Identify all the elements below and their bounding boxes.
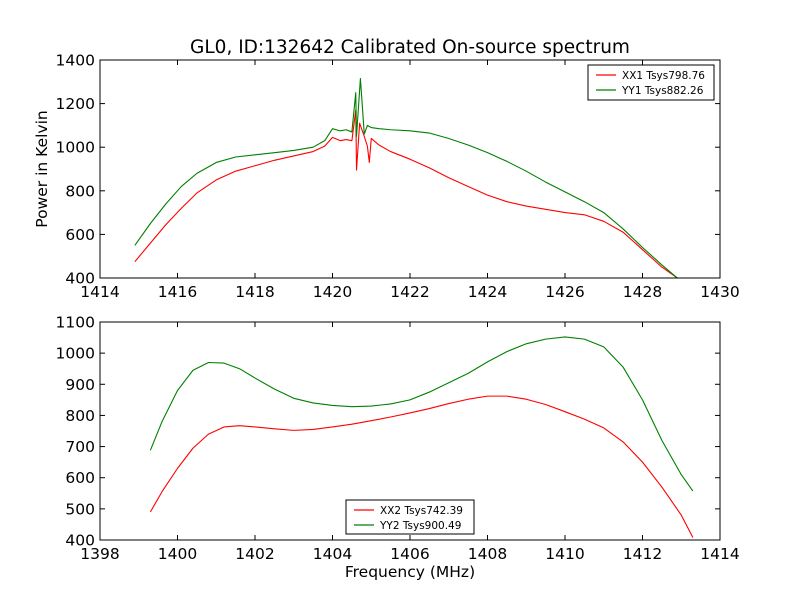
series-line-yy2	[149, 336, 694, 492]
bottom-panel: 1398 1400 1402 1404 1406 1408 1410 1412 1414 400 5…	[56, 314, 740, 582]
y-axis-label: Power in Kelvin	[33, 110, 51, 227]
y-tick-label: 600	[65, 226, 95, 244]
x-tick-label: 1430	[700, 283, 739, 301]
legend-entry: YY1 Tsys882.26	[621, 85, 704, 97]
y-tick-label: 900	[65, 376, 95, 394]
legend-entry: XX1 Tsys798.76	[622, 70, 705, 82]
y-tick-label: 1100	[56, 314, 95, 332]
y-tick-label: 400	[65, 532, 95, 550]
x-tick-label: 1420	[313, 283, 352, 301]
y-tick-label: 800	[65, 182, 95, 200]
legend-box	[345, 499, 475, 535]
y-tick-label: 600	[65, 469, 95, 487]
y-tick-label: 1000	[56, 345, 95, 363]
x-axis-label: Frequency (MHz)	[345, 563, 475, 581]
top-panel: 1414 1416 1418 1420 1422 1424 1426 1428 1430 400 6…	[33, 52, 740, 302]
y-tick-label: 800	[65, 407, 95, 425]
x-tick-label: 1414	[700, 545, 739, 563]
legend-entry: XX2 Tsys742.39	[380, 505, 463, 517]
y-tick-label: 1400	[56, 52, 95, 70]
x-tick-label: 1422	[390, 283, 429, 301]
x-tick-label: 1414	[80, 283, 119, 301]
y-tick-label: 400	[65, 270, 95, 288]
x-tick-label: 1408	[468, 545, 507, 563]
x-tick-label: 1426	[545, 283, 584, 301]
x-tick-label: 1410	[545, 545, 584, 563]
x-tick-label: 1428	[623, 283, 662, 301]
x-tick-label: 1424	[468, 283, 507, 301]
y-tick-label: 700	[65, 438, 95, 456]
legend-box	[587, 64, 715, 101]
series-line-xx1	[134, 109, 678, 278]
chart-title: GL0, ID:132642 Calibrated On-source spec…	[190, 37, 630, 58]
series-line-xx2	[149, 395, 694, 538]
x-tick-label: 1418	[235, 283, 274, 301]
x-tick-label: 1406	[390, 545, 429, 563]
x-tick-label: 1416	[158, 283, 197, 301]
legend-entry: YY2 Tsys900.49	[379, 520, 461, 532]
y-tick-label: 1200	[56, 95, 95, 113]
x-tick-label: 1404	[313, 545, 352, 563]
x-tick-label: 1412	[623, 545, 662, 563]
y-tick-label: 1000	[56, 139, 95, 157]
series-line-yy1	[134, 77, 678, 278]
y-tick-label: 500	[65, 500, 95, 518]
x-tick-label: 1400	[158, 545, 197, 563]
x-tick-label: 1398	[80, 545, 119, 563]
x-tick-label: 1402	[235, 545, 274, 563]
